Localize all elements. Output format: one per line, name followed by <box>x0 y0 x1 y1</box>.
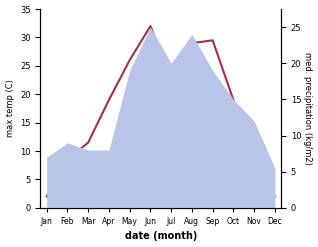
X-axis label: date (month): date (month) <box>125 231 197 242</box>
Y-axis label: max temp (C): max temp (C) <box>5 80 15 137</box>
Y-axis label: med. precipitation (kg/m2): med. precipitation (kg/m2) <box>303 52 313 165</box>
